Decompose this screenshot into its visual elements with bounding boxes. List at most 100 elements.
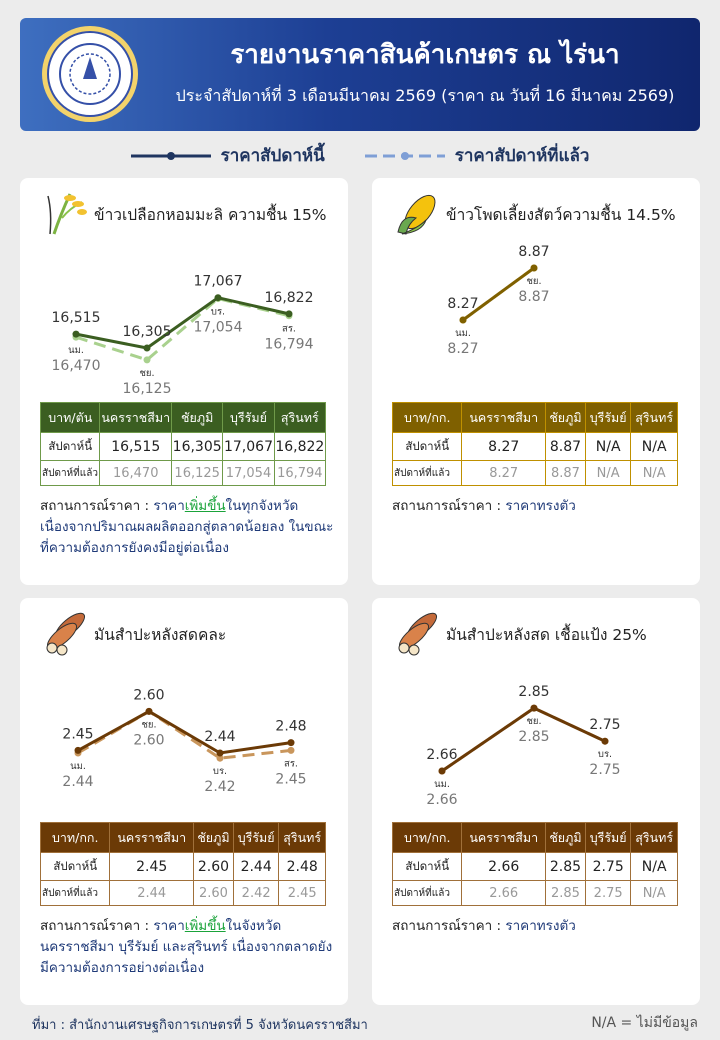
status-prefix: ราคาทรงตัว xyxy=(505,498,576,514)
this-week-label: 16,515 xyxy=(52,310,101,326)
unit-header: บาท/กก. xyxy=(39,822,111,853)
price-status: สถานการณ์ราคา : ราคาทรงตัว xyxy=(392,496,692,517)
this-week-label: 8.27 xyxy=(447,296,478,312)
column-header: สุรินทร์ xyxy=(273,402,327,433)
province-abbr-label: ชย. xyxy=(139,368,154,379)
price-line-chart: 2.45 นม. 2.44 2.60 ชย. 2.60 2.44 บร. 2.42 2.48 สร.… xyxy=(62,687,306,795)
this-week-cell: 2.60 xyxy=(193,852,234,881)
status-highlight: เพิ่มขึ้น xyxy=(184,918,226,934)
status-prefix: ราคา xyxy=(153,498,185,514)
status-label: สถานการณ์ราคา : xyxy=(40,918,154,934)
last-week-label: 2.75 xyxy=(589,762,620,778)
this-week-point xyxy=(216,749,224,757)
this-week-cell: N/A xyxy=(630,852,678,881)
row-label: สัปดาห์ที่แล้ว xyxy=(391,880,463,906)
column-header: บุรีรัมย์ xyxy=(222,402,275,433)
this-week-label: 2.45 xyxy=(62,726,93,742)
legend-last-week: ราคาสัปดาห์ที่แล้ว xyxy=(364,142,589,169)
this-week-cell: 2.48 xyxy=(278,852,326,881)
price-table: บาท/ตัน นครราชสีมา ชัยภูมิ บุรีรัมย์ สุรินทร… xyxy=(39,402,327,486)
card-title: ข้าวเปลือกหอมมะลิ ความชื้น 15% xyxy=(94,206,327,224)
province-abbr-label: บร. xyxy=(598,749,612,760)
row-label: สัปดาห์นี้ xyxy=(39,852,111,881)
column-header: บุรีรัมย์ xyxy=(584,402,632,433)
last-week-label: 17,054 xyxy=(194,320,243,336)
this-week-point xyxy=(74,746,82,754)
this-week-point xyxy=(459,316,467,324)
this-week-line xyxy=(462,266,535,322)
rice-icon xyxy=(47,193,87,235)
status-label: สถานการณ์ราคา : xyxy=(392,498,506,514)
last-week-cell: N/A xyxy=(630,460,678,486)
this-week-cell: 2.75 xyxy=(584,852,632,881)
status-label: สถานการณ์ราคา : xyxy=(40,498,154,514)
last-week-point xyxy=(287,746,295,754)
last-week-line xyxy=(77,709,292,760)
row-label: สัปดาห์ที่แล้ว xyxy=(391,460,463,486)
legend: ราคาสัปดาห์นี้ ราคาสัปดาห์ที่แล้ว xyxy=(0,142,720,169)
province-abbr-label: ชย. xyxy=(526,276,541,287)
this-week-cell: 16,822 xyxy=(273,432,327,461)
this-week-point xyxy=(601,737,609,745)
this-week-label: 2.44 xyxy=(204,729,235,745)
column-header: ชัยภูมิ xyxy=(171,402,224,433)
column-header: นครราชสีมา xyxy=(461,402,547,433)
unit-header: บาท/กก. xyxy=(391,822,463,853)
last-week-cell: 8.27 xyxy=(461,460,547,486)
legend-this-week: ราคาสัปดาห์นี้ xyxy=(130,142,325,169)
last-week-cell: 2.60 xyxy=(193,880,234,906)
page-subtitle: ประจำสัปดาห์ที่ 3 เดือนมีนาคม 2569 (ราคา… xyxy=(175,86,675,105)
province-abbr-label: นม. xyxy=(70,761,86,772)
province-abbr-label: นม. xyxy=(455,328,471,339)
dashed-line-icon xyxy=(364,151,445,160)
product-card: ข้าวโพดเลี้ยงสัตว์ความชื้น 14.5% 8.27 นม.… xyxy=(372,178,700,585)
solid-line-icon xyxy=(130,151,211,160)
last-week-cell: 2.85 xyxy=(545,880,586,906)
last-week-cell: N/A xyxy=(584,460,632,486)
price-table: บาท/กก. นครราชสีมา ชัยภูมิ บุรีรัมย์ สุรินทร… xyxy=(391,402,678,486)
last-week-cell: 2.45 xyxy=(278,880,326,906)
last-week-label: 2.44 xyxy=(62,774,93,790)
price-line-chart: 8.27 นม. 8.27 8.87 ชย. 8.87 xyxy=(447,244,549,357)
legend-label: ราคาสัปดาห์นี้ xyxy=(220,146,325,166)
province-abbr-label: ชย. xyxy=(141,719,156,730)
this-week-cell: 2.66 xyxy=(461,852,547,881)
price-status: สถานการณ์ราคา : ราคาทรงตัว xyxy=(392,916,692,937)
last-week-cell: 2.44 xyxy=(109,880,195,906)
this-week-label: 2.75 xyxy=(589,717,620,733)
column-header: สุรินทร์ xyxy=(630,402,678,433)
this-week-label: 16,822 xyxy=(265,290,314,306)
last-week-label: 2.45 xyxy=(275,771,306,787)
status-detail: ในจังหวัดนครราชสีมา บุรีรัมย์ และสุรินทร… xyxy=(40,918,333,976)
this-week-cell: 2.44 xyxy=(232,852,280,881)
status-detail: ในทุกจังหวัด เนื่องจากปริมาณผลผลิตออกสู่… xyxy=(40,498,334,556)
column-header: สุรินทร์ xyxy=(278,822,326,853)
last-week-cell: N/A xyxy=(630,880,678,906)
this-week-label: 2.60 xyxy=(133,687,164,703)
this-week-point xyxy=(438,767,446,775)
this-week-point xyxy=(287,739,295,747)
last-week-point xyxy=(143,356,151,364)
price-status: สถานการณ์ราคา : ราคาเพิ่มขึ้นในจังหวัดนค… xyxy=(40,916,340,979)
header-banner: รายงานราคาสินค้าเกษตร ณ ไร่นา ประจำสัปดา… xyxy=(20,18,700,131)
price-table: บาท/กก. นครราชสีมา ชัยภูมิ บุรีรัมย์ สุรินทร… xyxy=(391,822,678,906)
product-card: มันสำปะหลังสด เชื้อแป้ง 25% 2.66 นม. 2.66 2… xyxy=(372,598,700,1005)
page-title: รายงานราคาสินค้าเกษตร ณ ไร่นา xyxy=(230,40,620,70)
this-week-label: 16,305 xyxy=(123,324,172,340)
card-title: มันสำปะหลังสดคละ xyxy=(94,626,227,644)
last-week-cell: 16,470 xyxy=(99,460,173,486)
this-week-cell: 8.27 xyxy=(461,432,547,461)
product-card: ข้าวเปลือกหอมมะลิ ความชื้น 15% 16,515 นม.… xyxy=(20,178,348,585)
province-abbr-label: บร. xyxy=(211,307,225,318)
this-week-point xyxy=(145,707,153,715)
this-week-point xyxy=(214,294,222,302)
price-status: สถานการณ์ราคา : ราคาเพิ่มขึ้นในทุกจังหวั… xyxy=(40,496,340,559)
province-abbr-label: สร. xyxy=(282,324,296,335)
last-week-line xyxy=(75,296,290,362)
last-week-cell: 17,054 xyxy=(222,460,275,486)
this-week-cell: 17,067 xyxy=(222,432,275,461)
this-week-point xyxy=(143,344,151,352)
row-label: สัปดาห์นี้ xyxy=(391,432,463,461)
column-header: นครราชสีมา xyxy=(99,402,173,433)
unit-header: บาท/ตัน xyxy=(39,402,101,433)
